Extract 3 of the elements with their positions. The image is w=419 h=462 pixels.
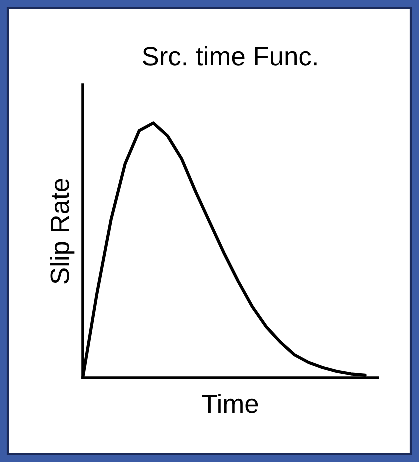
x-axis-title: Time: [202, 394, 258, 414]
chart-title: Src. time Func.: [142, 46, 317, 66]
y-axis-title: Slip Rate: [50, 179, 75, 284]
